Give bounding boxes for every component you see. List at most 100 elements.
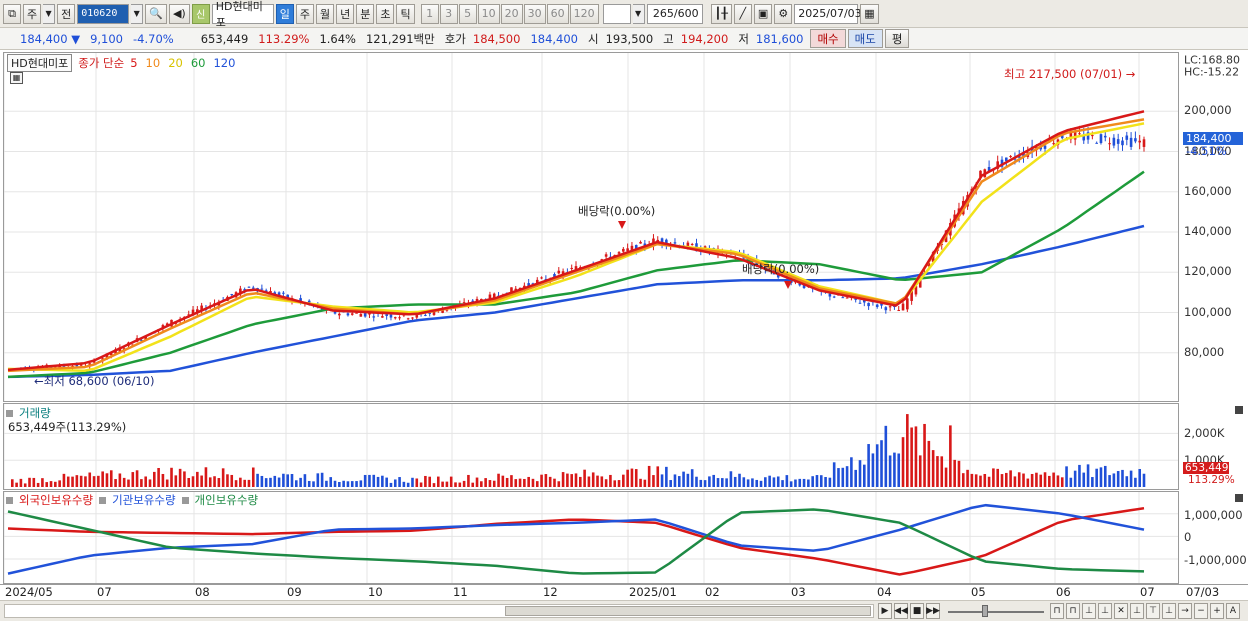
ma-legend-item[interactable]: 120 xyxy=(213,56,236,70)
vline-icon[interactable]: ⊤ xyxy=(1146,603,1160,619)
volume-bar xyxy=(144,476,147,487)
x-axis-tick: 08 xyxy=(195,585,210,599)
stock-name-tag[interactable]: HD현대미포 xyxy=(7,54,73,72)
stock-name-field[interactable]: HD현대미포 xyxy=(211,0,274,29)
interval-custom-input[interactable] xyxy=(602,3,631,24)
last-change-label: -4.51% xyxy=(1186,144,1227,158)
scroll-right-icon[interactable]: ▶ xyxy=(878,603,892,619)
period-tab[interactable]: 분 xyxy=(356,3,375,24)
volume-chart[interactable]: 거래량 653,449주(113.29%) xyxy=(3,403,1179,490)
bar-view-icon[interactable]: ⊓ xyxy=(1066,603,1080,619)
ma-legend-item[interactable]: 10 xyxy=(145,56,161,70)
buy-button[interactable]: 매수 xyxy=(810,29,846,48)
volume-bar xyxy=(15,482,18,487)
volume-bar xyxy=(49,481,53,487)
crosshair-icon[interactable]: ⊥ xyxy=(1162,603,1176,619)
hline-icon[interactable]: ⊥ xyxy=(1130,603,1144,619)
cursor-icon[interactable]: → xyxy=(1178,603,1192,619)
font-size-icon[interactable]: A xyxy=(1226,603,1240,619)
volume-bar xyxy=(983,473,987,487)
zoom-slider[interactable] xyxy=(948,611,1044,613)
period-tab[interactable]: 틱 xyxy=(396,3,415,24)
prev-button[interactable]: 전 xyxy=(57,3,76,24)
interval-tab[interactable]: 20 xyxy=(500,3,523,24)
volume-bar xyxy=(557,481,561,487)
ma-legend-item[interactable]: 5 xyxy=(130,56,138,70)
fast-forward-icon[interactable]: ▶▶ xyxy=(926,603,940,619)
candle-body xyxy=(432,311,436,315)
holding-chart[interactable]: 외국인보유수량 기관보유수량 개인보유수량 xyxy=(3,491,1179,584)
holding-legend-item[interactable]: 기관보유수량 xyxy=(112,493,176,507)
rewind-icon[interactable]: ◀◀ xyxy=(894,603,908,619)
save-icon[interactable]: ▣ xyxy=(753,3,773,24)
zoom-out-icon[interactable]: − xyxy=(1194,603,1208,619)
interval-tab[interactable]: 60 xyxy=(546,3,569,24)
zoom-in-icon[interactable]: + xyxy=(1210,603,1224,619)
candle-body xyxy=(772,266,776,275)
interval-tab[interactable]: 30 xyxy=(523,3,546,24)
interval-tab[interactable]: 1 xyxy=(420,3,439,24)
candle-body xyxy=(759,263,763,269)
candle-body xyxy=(346,313,350,316)
volume-bar xyxy=(475,477,479,487)
volume-bar xyxy=(540,474,543,487)
period-tab[interactable]: 일 xyxy=(275,3,294,24)
interval-tab[interactable]: 5 xyxy=(458,3,477,24)
date-field[interactable]: 2025/07/03 xyxy=(794,3,862,24)
sell-button[interactable]: 매도 xyxy=(847,29,883,48)
settings-icon[interactable]: ⚙ xyxy=(774,3,793,24)
period-week-select[interactable]: 주 xyxy=(23,3,42,24)
search-icon[interactable]: 🔍 xyxy=(145,3,167,24)
volume-bar xyxy=(940,456,944,487)
price-chart[interactable]: HD현대미포 종가 단순 5 10 20 60 120 ▦ 최고 217,500 (07… xyxy=(3,52,1179,402)
new-badge[interactable]: 신 xyxy=(191,3,210,24)
period-tab[interactable]: 월 xyxy=(315,3,335,24)
volume-bar xyxy=(643,479,647,487)
eval-button[interactable]: 평 xyxy=(884,29,910,48)
volume-bar xyxy=(92,476,96,487)
holding-close-icon[interactable] xyxy=(1235,494,1243,502)
volume-bars xyxy=(11,414,1146,487)
line-tool-icon[interactable]: ╱ xyxy=(733,3,752,24)
x-view-icon[interactable]: ✕ xyxy=(1114,603,1128,619)
volume-bar xyxy=(307,480,311,487)
chevron-down-icon[interactable]: ▼ xyxy=(43,3,56,24)
window-icon[interactable]: ⧉ xyxy=(3,3,21,24)
ma10-line xyxy=(7,118,1145,373)
interval-dropdown-icon[interactable]: ▼ xyxy=(632,3,645,24)
zoom-slider-handle[interactable] xyxy=(982,605,988,617)
line-view-icon[interactable]: ⊥ xyxy=(1082,603,1096,619)
volume-bar xyxy=(183,471,186,487)
scroll-thumb[interactable] xyxy=(505,606,871,616)
code-dropdown-icon[interactable]: ▼ xyxy=(131,3,144,24)
scroll-track[interactable] xyxy=(4,604,874,618)
candle-view-icon[interactable]: ⊓ xyxy=(1050,603,1064,619)
ma-legend-item[interactable]: 60 xyxy=(190,56,206,70)
candle-body xyxy=(445,309,449,311)
grid-table-icon[interactable]: ▦ xyxy=(10,72,23,84)
interval-tab[interactable]: 120 xyxy=(569,3,599,24)
area-view-icon[interactable]: ⊥ xyxy=(1098,603,1112,619)
volume-bar xyxy=(949,425,952,487)
candle-body xyxy=(863,299,866,303)
calendar-icon[interactable]: ▦ xyxy=(860,3,879,24)
volume-bar xyxy=(71,476,74,487)
volume-bar xyxy=(161,473,165,487)
holding-legend-item[interactable]: 개인보유수량 xyxy=(194,493,259,507)
left-arrow-icon: ← xyxy=(34,374,44,388)
stop-icon[interactable]: ■ xyxy=(910,603,924,619)
ma-legend-item[interactable]: 20 xyxy=(168,56,183,70)
period-tab[interactable]: 주 xyxy=(295,3,314,24)
period-tab[interactable]: 년 xyxy=(336,3,355,24)
candle-body xyxy=(1129,137,1133,147)
volume-close-icon[interactable] xyxy=(1235,406,1243,414)
period-tab[interactable]: 초 xyxy=(376,3,395,24)
sound-icon[interactable]: ◀) xyxy=(168,3,190,24)
interval-tab[interactable]: 3 xyxy=(439,3,458,24)
holding-y-axis: 1,000,000 0 -1,000,000 xyxy=(1180,491,1248,584)
interval-tab[interactable]: 10 xyxy=(477,3,500,24)
candle-type-icon[interactable]: ┃╂ xyxy=(710,3,732,24)
count-field[interactable]: 265/600 xyxy=(646,3,703,24)
stock-code-input[interactable]: 010620 xyxy=(77,3,130,24)
holding-legend-item[interactable]: 외국인보유수량 xyxy=(19,493,94,507)
